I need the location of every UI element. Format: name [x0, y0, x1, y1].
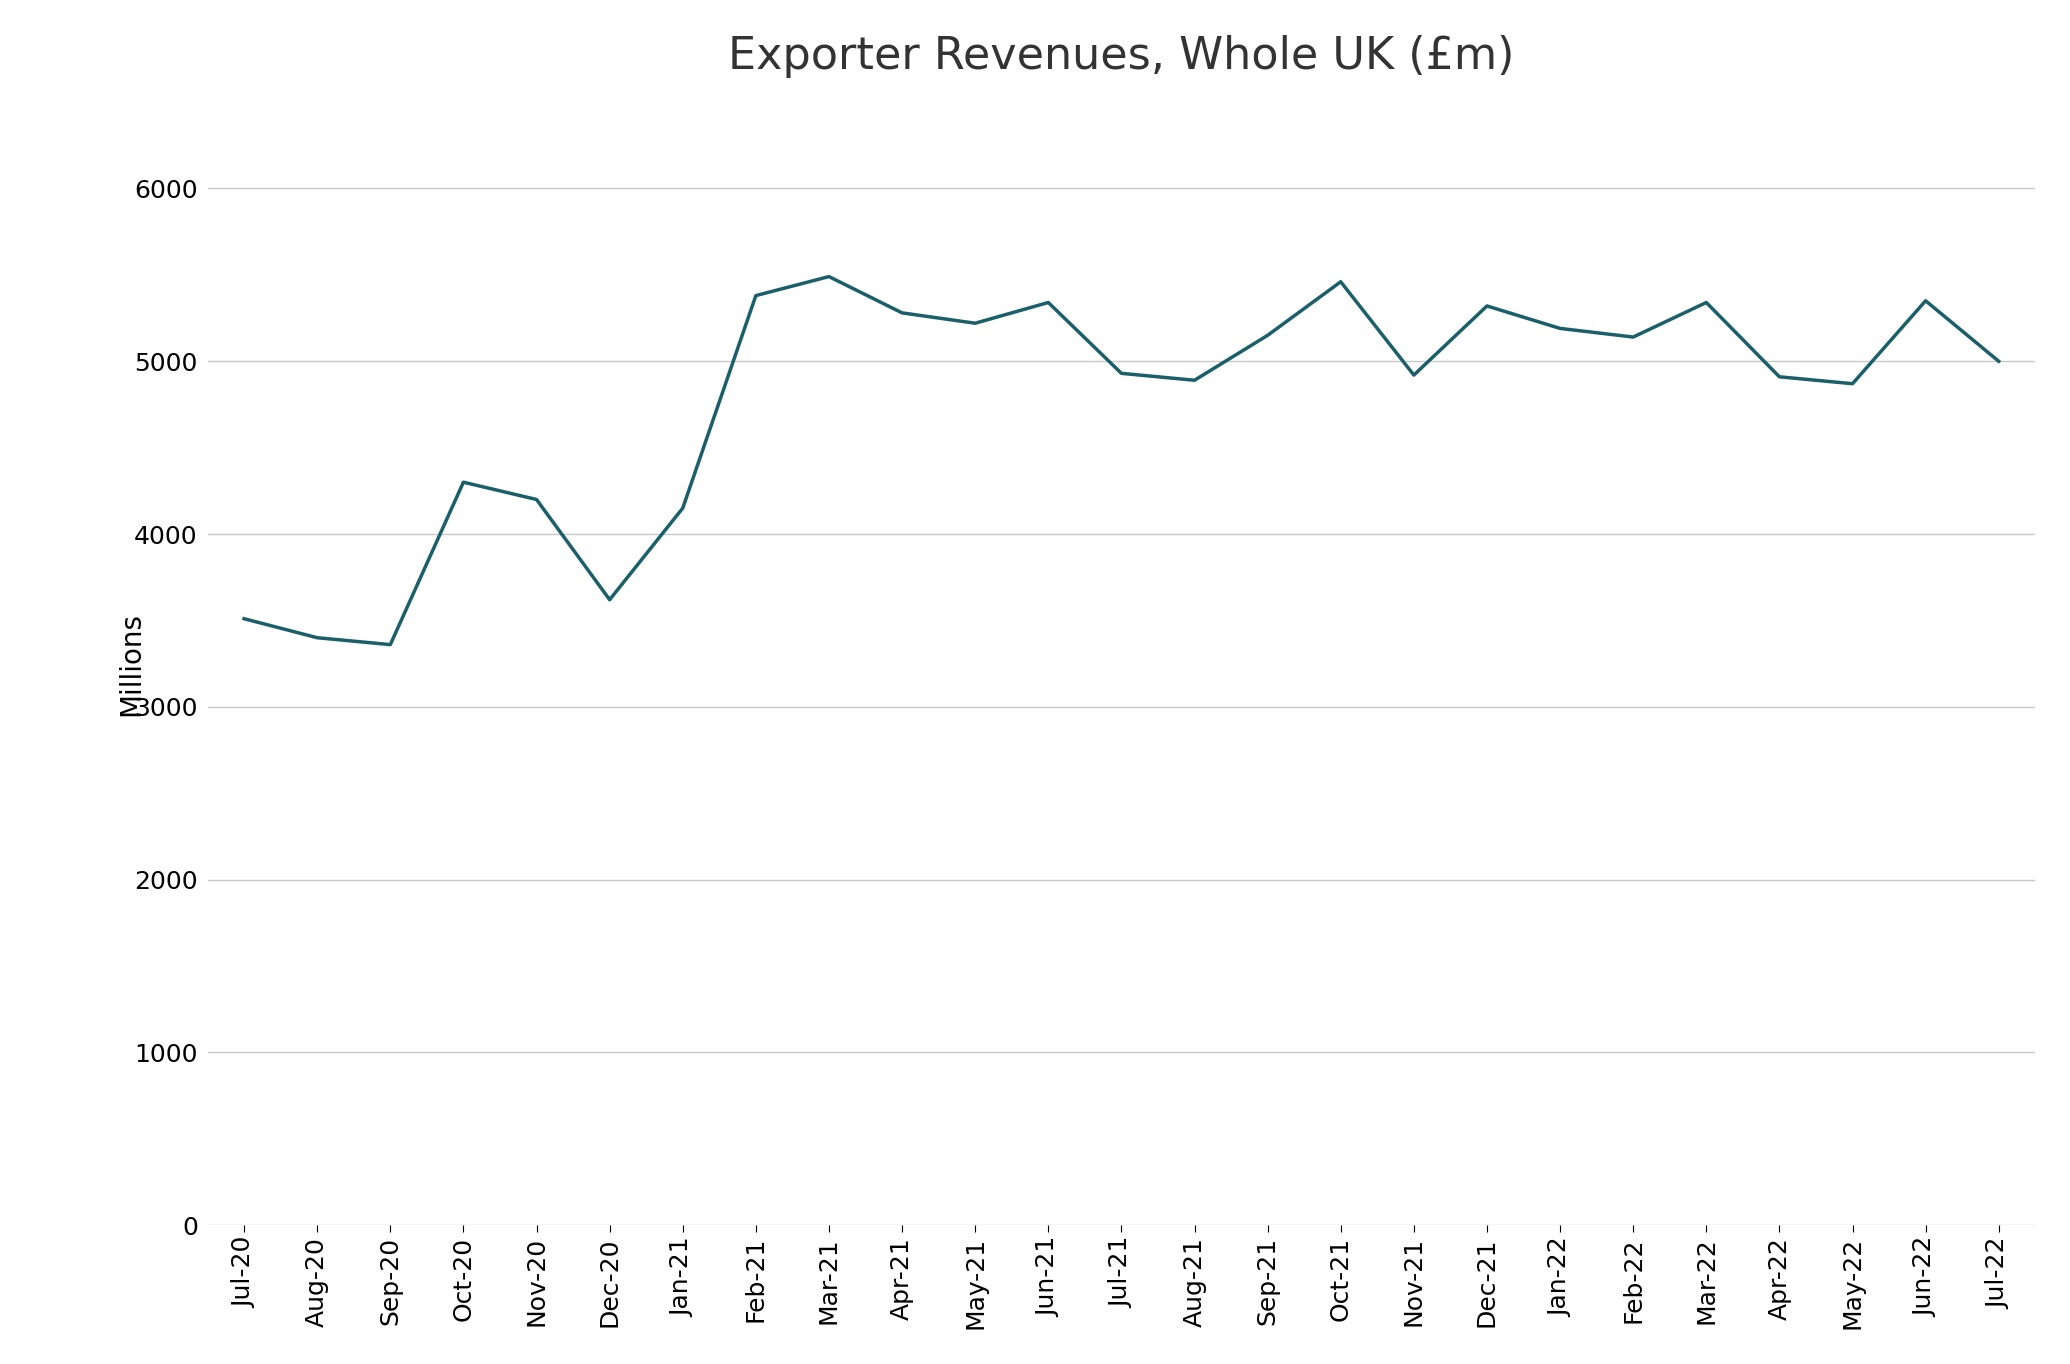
Title: Exporter Revenues, Whole UK (£m): Exporter Revenues, Whole UK (£m) [729, 34, 1515, 78]
Y-axis label: Millions: Millions [118, 611, 145, 716]
